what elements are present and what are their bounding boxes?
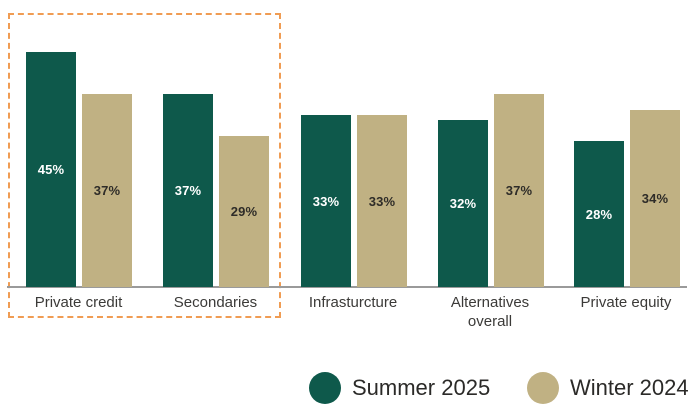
bar-winter-2024-alternatives-overall: 37%: [494, 94, 544, 287]
bar-winter-2024-infrasturcture: 33%: [357, 115, 407, 287]
category-label-secondaries: Secondaries: [173, 294, 258, 311]
bar-summer-2025-secondaries: 37%: [163, 94, 213, 287]
bar-winter-2024-private-credit: 37%: [82, 94, 132, 287]
x-axis-line: [7, 286, 687, 288]
bar-summer-2025-infrasturcture: 33%: [301, 115, 351, 287]
bar-value-label: 34%: [641, 191, 669, 206]
legend: Summer 2025 Winter 2024: [0, 371, 691, 405]
bar-value-label: 37%: [174, 183, 202, 198]
bar-summer-2025-alternatives-overall: 32%: [438, 120, 488, 287]
bar-winter-2024-private-equity: 34%: [630, 110, 680, 287]
bar-value-label: 32%: [449, 196, 477, 211]
category-label-infrastructure: Infrasturcture: [308, 294, 398, 311]
summer-2025-swatch-icon: [309, 372, 341, 404]
bar-value-label: 28%: [585, 206, 613, 222]
category-label-private-credit: Private credit: [34, 294, 123, 311]
legend-item-winter-2024: Winter 2024: [527, 371, 689, 405]
bar-value-label: 29%: [230, 204, 258, 219]
bar-value-label: 37%: [93, 183, 121, 198]
bar-winter-2024-secondaries: 29%: [219, 136, 269, 287]
bar-value-label: 37%: [505, 183, 533, 198]
bar-value-label: 33%: [312, 193, 340, 209]
legend-label-summer-2025: Summer 2025: [352, 375, 491, 400]
bar-summer-2025-private-equity: 28%: [574, 141, 624, 287]
bar-value-label: 33%: [368, 193, 396, 209]
legend-item-summer-2025: Summer 2025: [309, 371, 490, 405]
highlight-box: [8, 13, 281, 318]
legend-label-winter-2024: Winter 2024: [570, 375, 689, 400]
winter-2024-swatch-icon: [527, 372, 559, 404]
category-label-alternatives-overall: Alternatives overall: [450, 294, 530, 330]
bar-summer-2025-private-credit: 45%: [26, 52, 76, 287]
bar-value-label: 45%: [37, 162, 65, 177]
category-label-private-equity: Private equity: [580, 294, 672, 311]
